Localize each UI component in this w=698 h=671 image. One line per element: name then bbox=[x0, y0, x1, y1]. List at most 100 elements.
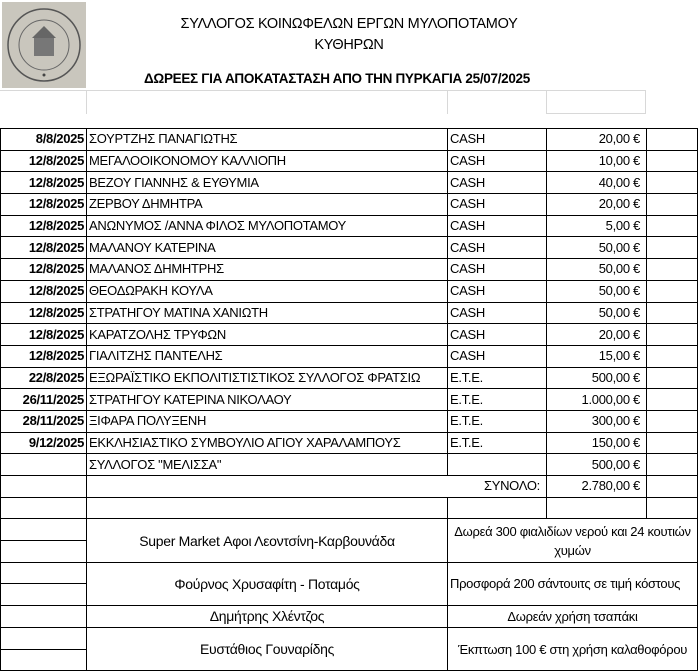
donor-name-cell: ΓΙΑΛΙΤΖΗΣ ΠΑΝΤΕΛΗΣ bbox=[86, 344, 448, 368]
in-kind-row: Δημήτρης Χλέντζος Δωρεάν χρήση τσαπάκι bbox=[0, 605, 698, 628]
amount-cell: 500,00 € bbox=[546, 366, 647, 390]
in-kind-row: Super Market Αφοι Λεοντσίνη-Καρβουνάδα Δ… bbox=[0, 518, 698, 563]
payment-method-cell: Ε.Τ.Ε. bbox=[447, 366, 547, 390]
header-gridlines bbox=[0, 90, 646, 114]
amount-cell: 40,00 € bbox=[546, 171, 647, 195]
amount-cell: 20,00 € bbox=[546, 193, 647, 216]
empty-cell bbox=[646, 344, 698, 368]
total-label: ΣΥΝΟΛΟ: bbox=[86, 475, 547, 498]
empty-cell bbox=[646, 128, 698, 151]
empty-cell bbox=[0, 583, 87, 607]
empty-cell bbox=[646, 366, 698, 390]
donation-row: 12/8/2025 ΘΕΟΔΩΡΑΚΗ ΚΟΥΛΑ CASH 50,00 € bbox=[0, 279, 698, 303]
donation-row: 12/8/2025 ΜΑΛΑΝΟΥ ΚΑΤΕΡΙΝΑ CASH 50,00 € bbox=[0, 236, 698, 260]
donor-name-cell: ΜΑΛΑΝΟΥ ΚΑΤΕΡΙΝΑ bbox=[86, 236, 448, 260]
amount-cell: 150,00 € bbox=[546, 431, 647, 455]
title-line-1: ΣΥΛΛΟΓΟΣ ΚΟΙΝΩΦΕΛΩΝ ΕΡΓΩΝ ΜΥΛΟΠΟΤΑΜΟΥ bbox=[180, 16, 518, 32]
payment-method-cell: Ε.Τ.Ε. bbox=[447, 431, 547, 455]
donation-row: 26/11/2025 ΣΤΡΑΤΗΓΟΥ ΚΑΤΕΡΙΝΑ ΝΙΚΟΛΑΟΥ Ε… bbox=[0, 388, 698, 411]
date-cell bbox=[0, 453, 87, 476]
donor-name-cell: ΘΕΟΔΩΡΑΚΗ ΚΟΥΛΑ bbox=[86, 279, 448, 303]
total-row: ΣΥΝΟΛΟ: 2.780,00 € bbox=[0, 475, 698, 498]
empty-cell bbox=[646, 453, 698, 476]
amount-cell: 500,00 € bbox=[546, 453, 647, 476]
donation-row: 12/8/2025 ΣΤΡΑΤΗΓΟΥ ΜΑΤΙΝΑ ΧΑΝΙΩΤΗ CASH … bbox=[0, 301, 698, 325]
donor-name-cell: ΑΝΩΝΥΜΟΣ /ΑΝΝΑ ΦΙΛΟΣ ΜΥΛΟΠΟΤΑΜΟΥ bbox=[86, 214, 448, 238]
empty-cell bbox=[0, 475, 87, 498]
donation-row: 12/8/2025 ΚΑΡΑΤΖΟΛΗΣ ΤΡΥΦΩΝ CASH 20,00 € bbox=[0, 323, 698, 346]
payment-method-cell: CASH bbox=[447, 258, 547, 281]
date-cell: 12/8/2025 bbox=[0, 193, 87, 216]
payment-method-cell: CASH bbox=[447, 301, 547, 325]
in-kind-donor: Φούρνος Χρυσαφίτη - Ποταμός bbox=[86, 561, 448, 607]
in-kind-description: Έκπτωση 100 € στη χρήση καλαθοφόρου bbox=[447, 626, 698, 671]
amount-cell: 20,00 € bbox=[546, 128, 647, 151]
amount-cell: 50,00 € bbox=[546, 258, 647, 281]
empty-cell bbox=[0, 626, 87, 650]
amount-cell: 10,00 € bbox=[546, 149, 647, 173]
donation-row: 12/8/2025 ΜΕΓΑΛΟΟΙΚΟΝΟΜΟΥ ΚΑΛΛΙΟΠΗ CASH … bbox=[0, 149, 698, 173]
donation-row: 12/8/2025 ΑΝΩΝΥΜΟΣ /ΑΝΝΑ ΦΙΛΟΣ ΜΥΛΟΠΟΤΑΜ… bbox=[0, 214, 698, 238]
donor-name-cell: ΜΑΛΑΝΟΣ ΔΗΜΗΤΡΗΣ bbox=[86, 258, 448, 281]
date-cell: 12/8/2025 bbox=[0, 301, 87, 325]
donation-row: 22/8/2025 ΕΞΩΡΑΪΣΤΙΚΟ ΕΚΠΟΛΙΤΙΣΤΙΣΤΙΚΟΣ … bbox=[0, 366, 698, 390]
date-cell: 9/12/2025 bbox=[0, 431, 87, 455]
blank-row bbox=[0, 496, 698, 520]
amount-cell: 50,00 € bbox=[546, 279, 647, 303]
donation-row: 12/8/2025 ΒΕΖΟΥ ΓΙΑΝΝΗΣ & ΕΥΘΥΜΙΑ CASH 4… bbox=[0, 171, 698, 195]
donor-name-cell: ΞΙΦΑΡΑ ΠΟΛΥΞΕΝΗ bbox=[86, 409, 448, 433]
donation-row: 28/11/2025 ΞΙΦΑΡΑ ΠΟΛΥΞΕΝΗ Ε.Τ.Ε. 300,00… bbox=[0, 409, 698, 433]
date-cell: 12/8/2025 bbox=[0, 214, 87, 238]
payment-method-cell: CASH bbox=[447, 193, 547, 216]
title-line-2: ΚΥΘΗΡΩΝ bbox=[314, 37, 384, 53]
in-kind-row: Ευστάθιος Γουναρίδης Έκπτωση 100 € στη χ… bbox=[0, 626, 698, 671]
payment-method-cell: Ε.Τ.Ε. bbox=[447, 388, 547, 411]
association-stamp bbox=[2, 2, 86, 88]
empty-cell bbox=[646, 193, 698, 216]
amount-cell: 1.000,00 € bbox=[546, 388, 647, 411]
donor-name-cell: ΖΕΡΒΟΥ ΔΗΜΗΤΡΑ bbox=[86, 193, 448, 216]
empty-cell bbox=[646, 431, 698, 455]
amount-cell: 5,00 € bbox=[546, 214, 647, 238]
donations-table: 8/8/2025 ΣΟΥΡΤΖΗΣ ΠΑΝΑΓΙΩΤΗΣ CASH 20,00 … bbox=[0, 128, 698, 671]
date-cell: 22/8/2025 bbox=[0, 366, 87, 390]
amount-cell: 300,00 € bbox=[546, 409, 647, 433]
date-cell: 12/8/2025 bbox=[0, 258, 87, 281]
amount-cell: 15,00 € bbox=[546, 344, 647, 368]
empty-cell bbox=[646, 323, 698, 346]
payment-method-cell: CASH bbox=[447, 128, 547, 151]
in-kind-donor: Super Market Αφοι Λεοντσίνη-Καρβουνάδα bbox=[86, 518, 448, 563]
payment-method-cell: CASH bbox=[447, 171, 547, 195]
in-kind-description: Δωρεάν χρήση τσαπάκι bbox=[447, 605, 698, 628]
date-cell: 8/8/2025 bbox=[0, 128, 87, 151]
donor-name-cell: ΕΞΩΡΑΪΣΤΙΚΟ ΕΚΠΟΛΙΤΙΣΤΙΣΤΙΚΟΣ ΣΥΛΛΟΓΟΣ Φ… bbox=[86, 366, 448, 390]
empty-cell bbox=[646, 301, 698, 325]
empty-cell bbox=[646, 214, 698, 238]
date-cell: 28/11/2025 bbox=[0, 409, 87, 433]
date-cell: 12/8/2025 bbox=[0, 236, 87, 260]
payment-method-cell: CASH bbox=[447, 214, 547, 238]
donor-name-cell: ΒΕΖΟΥ ΓΙΑΝΝΗΣ & ΕΥΘΥΜΙΑ bbox=[86, 171, 448, 195]
subtitle: ΔΩΡΕΕΣ ΓΙΑ ΑΠΟΚΑΤΑΣΤΑΣΗ ΑΠΟ ΤΗΝ ΠΥΡΚΑΓΙΑ… bbox=[144, 71, 530, 86]
donor-name-cell: ΣΤΡΑΤΗΓΟΥ ΚΑΤΕΡΙΝΑ ΝΙΚΟΛΑΟΥ bbox=[86, 388, 448, 411]
in-kind-description: Προσφορά 200 σάντουιτς σε τιμή κόστους bbox=[447, 561, 698, 607]
donor-name-cell: ΕΚΚΛΗΣΙΑΣΤΙΚΟ ΣΥΜΒΟΥΛΙΟ ΑΓΙΟΥ ΧΑΡΑΛΑΜΠΟΥ… bbox=[86, 431, 448, 455]
empty-cell bbox=[646, 388, 698, 411]
date-cell: 12/8/2025 bbox=[0, 323, 87, 346]
donation-row: 9/12/2025 ΕΚΚΛΗΣΙΑΣΤΙΚΟ ΣΥΜΒΟΥΛΙΟ ΑΓΙΟΥ … bbox=[0, 431, 698, 455]
in-kind-donor: Ευστάθιος Γουναρίδης bbox=[86, 626, 448, 671]
date-cell: 26/11/2025 bbox=[0, 388, 87, 411]
donor-name-cell: ΣΟΥΡΤΖΗΣ ΠΑΝΑΓΙΩΤΗΣ bbox=[86, 128, 448, 151]
payment-method-cell: CASH bbox=[447, 279, 547, 303]
donation-row: 12/8/2025 ΜΑΛΑΝΟΣ ΔΗΜΗΤΡΗΣ CASH 50,00 € bbox=[0, 258, 698, 281]
empty-cell bbox=[646, 236, 698, 260]
in-kind-row: Φούρνος Χρυσαφίτη - Ποταμός Προσφορά 200… bbox=[0, 561, 698, 607]
amount-cell: 20,00 € bbox=[546, 323, 647, 346]
donation-row: 12/8/2025 ΓΙΑΛΙΤΖΗΣ ΠΑΝΤΕΛΗΣ CASH 15,00 … bbox=[0, 344, 698, 368]
date-cell: 12/8/2025 bbox=[0, 149, 87, 173]
empty-cell bbox=[0, 561, 87, 585]
empty-cell bbox=[646, 258, 698, 281]
date-cell: 12/8/2025 bbox=[0, 344, 87, 368]
empty-cell bbox=[0, 518, 87, 542]
empty-cell bbox=[646, 409, 698, 433]
